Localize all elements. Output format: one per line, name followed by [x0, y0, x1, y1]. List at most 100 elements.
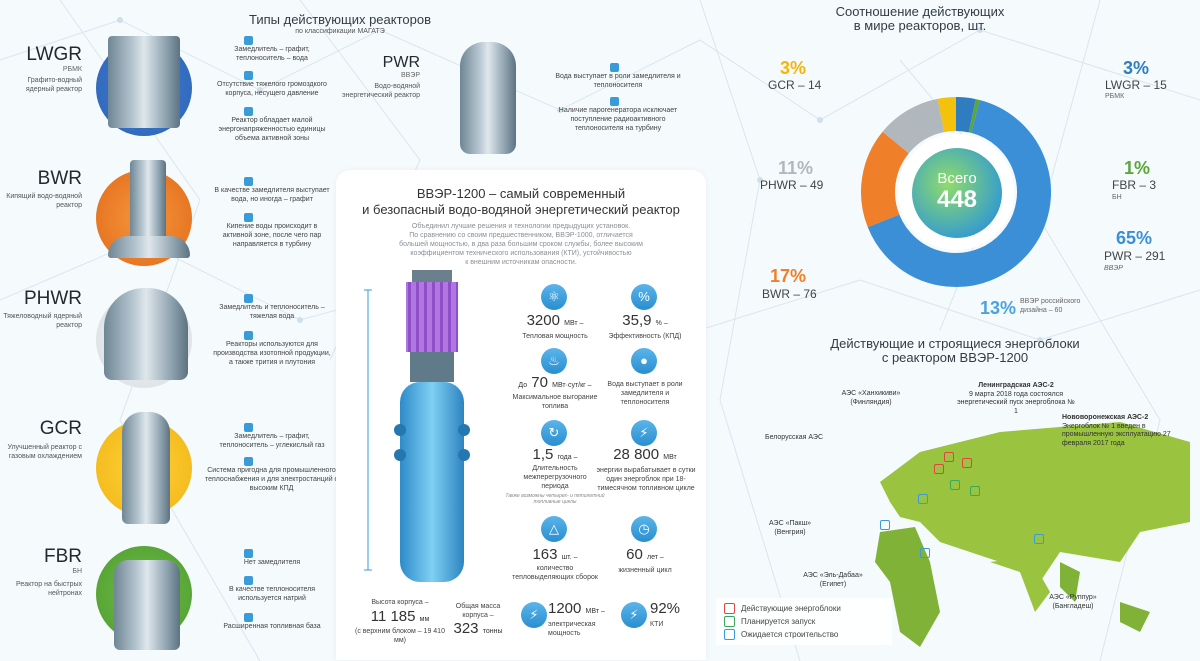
tag-icon [610, 97, 619, 106]
globe-image [912, 148, 1002, 238]
tag-icon [244, 457, 253, 466]
reactor-code: LWGR [26, 44, 82, 65]
legend-label: Планируется запуск [741, 617, 816, 626]
site-marker-icon[interactable] [920, 548, 930, 558]
intro-line: Объединил лучшие решения и технологии пр… [411, 223, 631, 230]
atom-icon: ⚛ [541, 284, 567, 310]
stat-label: жизненный цикл [618, 567, 672, 574]
map-title-2: с реактором ВВЭР-1200 [881, 350, 1029, 365]
gcr-note-2: Система пригодна для промышленного тепло… [204, 467, 339, 492]
stat-number: 28 800 [613, 446, 660, 463]
reactor-sub: БН [72, 568, 82, 575]
site-marker-icon[interactable] [1034, 534, 1044, 544]
site-name: Белорусская АЭС [765, 434, 823, 441]
stat-label: Эффективность (КПД) [608, 333, 682, 340]
phwr-pct: 11% [778, 158, 814, 178]
site-country: (Египет) [819, 580, 847, 588]
stat-unit: МВт – [564, 320, 584, 327]
tag-icon [244, 71, 253, 80]
stat-number: 1,5 [532, 446, 554, 463]
site-marker-icon[interactable] [944, 452, 954, 462]
site-marker-icon[interactable] [970, 486, 980, 496]
site-marker-icon[interactable] [880, 520, 890, 530]
stat-label: Тепловая мощность [522, 333, 588, 340]
legend-item: Планируется запуск [724, 615, 884, 628]
reactor-desc: Графито-водный ядерный реактор [25, 77, 82, 93]
donut-segment-pwr [867, 100, 1051, 287]
lightning-icon: ⚡ [521, 602, 547, 628]
map-site-eldabaa: АЭС «Эль-Дабаа» (Египет) [798, 572, 868, 589]
site-name: АЭС «Руппур» [1049, 594, 1097, 601]
height-number: 11 185 [370, 608, 416, 625]
fbr-note-3: Расширенная топливная база [223, 623, 321, 630]
legend-item: Действующие энергоблоки [724, 602, 884, 615]
site-marker-icon[interactable] [918, 494, 928, 504]
stat-unit: МВт [663, 454, 677, 461]
map-legend: Действующие энергоблоки Планируется запу… [716, 598, 892, 645]
map-site-hanhikivi: АЭС «Ханхикиви» (Финляндия) [836, 390, 906, 407]
site-name: АЭС «Пакш» [769, 520, 811, 527]
stat-label: количество тепловыделяющих сборок [512, 565, 598, 581]
fbr-note-2: В качестве теплоносителя используется на… [229, 586, 315, 602]
phwr-label: PHWR – 49 [760, 178, 824, 192]
vver-title-1: ВВЭР-1200 – самый современный [416, 186, 626, 201]
intro-line: По сравнению со своим предшественником, … [409, 232, 633, 239]
height-value: 11 185 мм [355, 608, 445, 625]
gcr-label: GCR – 14 [768, 78, 822, 92]
legend-label: Ожидается строительство [741, 630, 839, 639]
site-marker-icon[interactable] [934, 464, 944, 474]
site-country: (Финляндия) [850, 398, 892, 406]
ratio-title-2: в мире реакторов, шт. [853, 18, 987, 33]
fbr-sub: БН [1112, 194, 1122, 201]
stat-value: 3200 МВт – [500, 312, 610, 329]
site-marker-icon[interactable] [962, 458, 972, 468]
lwgr-pct: 3% [1123, 58, 1150, 78]
site-marker-icon[interactable] [950, 480, 960, 490]
tag-icon [244, 576, 253, 585]
lwgr-label: LWGR – 15 [1105, 78, 1167, 92]
drop-icon: ● [631, 348, 657, 374]
bwr-vessel-image [130, 160, 166, 240]
site-country: Энергоблок № 1 введен в промышленную экс… [1062, 422, 1171, 447]
donut-total: 448 [936, 186, 978, 213]
tag-icon [244, 213, 253, 222]
tag-icon [244, 36, 253, 45]
stat-value: 163 шт. – [500, 546, 610, 563]
donut-total-label: Всего [937, 170, 977, 187]
reactor-desc: Водо-водяной энергетический реактор [341, 83, 420, 99]
stat-unit: МВт – [585, 608, 605, 615]
legend-label: Действующие энергоблоки [741, 604, 841, 613]
vver-panel [336, 170, 706, 660]
stat-unit: года – [557, 454, 578, 461]
tag-icon [244, 177, 253, 186]
pwr-note-1: Вода выступает в роли замедлителя и тепл… [555, 73, 681, 89]
vver-reactor-image [364, 270, 470, 582]
phwr-note-1: Замедлитель и теплоноситель – тяжелая во… [219, 304, 325, 320]
stat-prefix: До [518, 382, 528, 389]
map-site-paks: АЭС «Пакш» (Венгрия) [760, 520, 820, 537]
stat-unit: МВт·сут/кг – [552, 382, 592, 389]
phwr-note-2: Реакторы используются для производства и… [213, 341, 331, 366]
ratio-title-1: Соотношение действующих [835, 4, 1005, 19]
bwr-note-2: Кипение воды происходит в активной зоне,… [222, 223, 322, 248]
intro-line: коэффициентом технического использования… [410, 250, 632, 257]
reactor-desc: Тяжеловодный ядерный реактор [3, 313, 82, 329]
site-country: 9 марта 2018 года состоялся энергетическ… [957, 390, 1075, 415]
mass-value: 323 тонны [448, 620, 508, 637]
reactor-code: BWR [37, 168, 82, 189]
lightning-icon: ⚡ [631, 420, 657, 446]
reactor-desc: Реактор на быстрых нейтронах [15, 581, 82, 597]
site-name: АЭС «Эль-Дабаа» [803, 572, 863, 579]
lwgr-vessel-image [108, 36, 180, 128]
triangle-icon: △ [541, 516, 567, 542]
percent-icon: % [631, 284, 657, 310]
lwgr-note-1: Замедлитель – графит, теплоноситель – во… [234, 46, 310, 62]
lwgr-note-2: Отсутствие тяжелого громоздкого корпуса,… [217, 81, 327, 97]
pwr-pct: 65% [1116, 228, 1153, 248]
stat-label: электрическая мощность [548, 621, 596, 637]
reactor-desc: Кипящий водо-водяной реактор [6, 193, 82, 209]
map-site-novovoronezh: Нововоронежская АЭС-2 Энергоблок № 1 введ… [1062, 414, 1172, 448]
bwr-note-1: В качестве замедлителя выступает вода, н… [214, 187, 330, 203]
map-site-rooppur: АЭС «Руппур» (Бангладеш) [1038, 594, 1108, 611]
stat-label: Вода выступает в роли замедлителя и тепл… [607, 381, 683, 406]
